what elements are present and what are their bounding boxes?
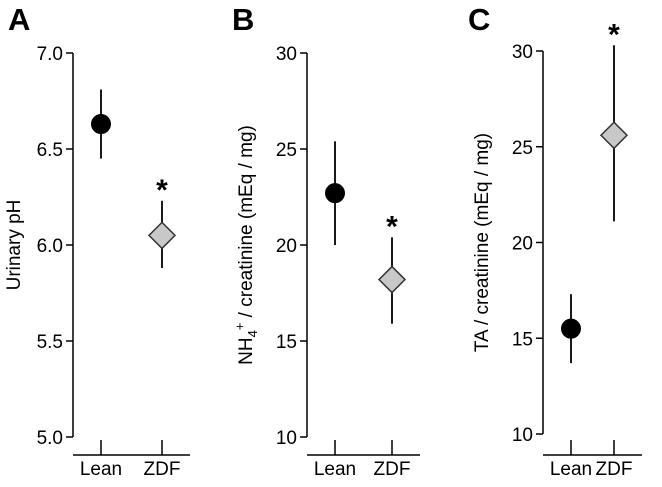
data-point-zdf bbox=[147, 221, 177, 250]
y-tick-label: 25 bbox=[512, 138, 533, 159]
y-tick-label: 30 bbox=[276, 44, 297, 65]
x-category-label: ZDF bbox=[596, 459, 633, 480]
y-tick-label: 5.5 bbox=[37, 332, 63, 353]
y-axis-label: Urinary pH bbox=[4, 200, 25, 291]
y-tick-label: 30 bbox=[512, 42, 533, 63]
significance-marker: * bbox=[386, 210, 398, 243]
y-tick-label: 6.5 bbox=[37, 140, 63, 161]
y-tick-label: 10 bbox=[276, 428, 297, 449]
x-category-label: Lean bbox=[550, 459, 592, 480]
panel-b: B 10 15 20 25 30 NH4+ / creatinine (mEq / mg) L… bbox=[232, 2, 420, 480]
significance-marker: * bbox=[608, 18, 620, 51]
y-tick-label: 6.0 bbox=[37, 236, 63, 257]
y-tick-label: 15 bbox=[512, 329, 533, 350]
y-tick-label: 7.0 bbox=[37, 44, 63, 65]
y-axis-label-rest: / creatinine (mEq / mg) bbox=[236, 125, 257, 322]
panel-letter: C bbox=[468, 2, 490, 37]
panel-c: C 10 15 20 25 30 TA / creatinine (mEq / mg) Lea… bbox=[468, 2, 642, 480]
x-category-label: Lean bbox=[314, 459, 356, 480]
data-point-zdf bbox=[377, 265, 407, 294]
y-tick-label: 5.0 bbox=[37, 428, 63, 449]
x-category-label: ZDF bbox=[144, 459, 181, 480]
data-point-zdf bbox=[599, 121, 629, 150]
data-point-lean bbox=[325, 183, 345, 204]
significance-marker: * bbox=[156, 174, 168, 207]
y-axis-label-subscript: 4 bbox=[245, 330, 260, 337]
panel-a: A 5.0 5.5 6.0 6.5 7.0 Urinary pH Lean ZDF * bbox=[4, 2, 190, 480]
x-category-label: Lean bbox=[80, 459, 122, 480]
panel-letter: A bbox=[8, 2, 30, 37]
x-category-label: ZDF bbox=[374, 459, 411, 480]
y-axis-label-main: NH bbox=[236, 337, 257, 364]
y-axis-label-superscript: + bbox=[232, 323, 247, 331]
y-axis-label: TA / creatinine (mEq / mg) bbox=[472, 133, 493, 352]
y-tick-label: 25 bbox=[276, 140, 297, 161]
y-tick-label: 10 bbox=[512, 425, 533, 446]
y-axis-label: NH4+ / creatinine (mEq / mg) bbox=[232, 125, 260, 365]
data-point-lean bbox=[561, 318, 581, 339]
y-tick-label: 20 bbox=[512, 234, 533, 255]
y-tick-label: 20 bbox=[276, 236, 297, 257]
y-tick-label: 15 bbox=[276, 332, 297, 353]
panel-letter: B bbox=[232, 2, 254, 37]
data-point-lean bbox=[91, 114, 111, 135]
